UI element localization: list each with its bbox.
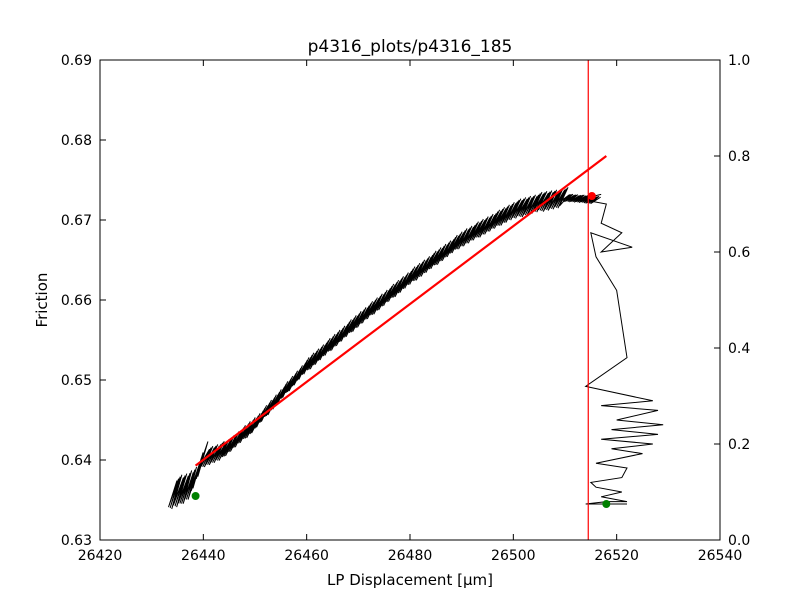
y2-tick-label: 0.4: [728, 341, 750, 357]
x-axis-label: LP Displacement [μm]: [327, 571, 493, 589]
y2-tick-label: 0.0: [728, 533, 750, 549]
y2-axis-ticks: 0.0 0.2 0.4 0.6 0.8 1.0: [714, 53, 750, 549]
y-tick-label: 0.65: [61, 373, 92, 389]
tail-trace-line: [580, 193, 664, 505]
y-tick-label: 0.66: [61, 293, 92, 309]
data-layer: [168, 60, 664, 540]
x-tick-label: 26440: [181, 548, 226, 564]
x-tick-label: 26420: [78, 548, 123, 564]
y2-tick-label: 0.6: [728, 245, 750, 261]
y-tick-label: 0.63: [61, 533, 92, 549]
point-marker: [587, 192, 596, 200]
friction-trace-line: [168, 187, 601, 510]
y-tick-label: 0.67: [61, 213, 92, 229]
x-axis-ticks: 26420 26440 26460 26480 26500 26520 26540: [78, 60, 743, 564]
y2-tick-label: 1.0: [728, 53, 750, 69]
x-tick-label: 26540: [698, 548, 743, 564]
point-marker: [191, 492, 200, 500]
y-tick-label: 0.68: [61, 133, 92, 149]
chart-title: p4316_plots/p4316_185: [308, 37, 513, 57]
y-axis-label: Friction: [33, 273, 51, 328]
y-axis-ticks: 0.63 0.64 0.65 0.66 0.67 0.68 0.69: [61, 53, 106, 549]
x-tick-label: 26460: [284, 548, 329, 564]
x-tick-label: 26520: [594, 548, 639, 564]
linear-fit-line: [194, 155, 607, 467]
x-tick-label: 26480: [388, 548, 433, 564]
y2-tick-label: 0.8: [728, 149, 750, 165]
y-tick-label: 0.69: [61, 53, 92, 69]
point-marker: [602, 500, 611, 508]
y-tick-label: 0.64: [61, 453, 92, 469]
y2-tick-label: 0.2: [728, 437, 750, 453]
x-tick-label: 26500: [491, 548, 536, 564]
